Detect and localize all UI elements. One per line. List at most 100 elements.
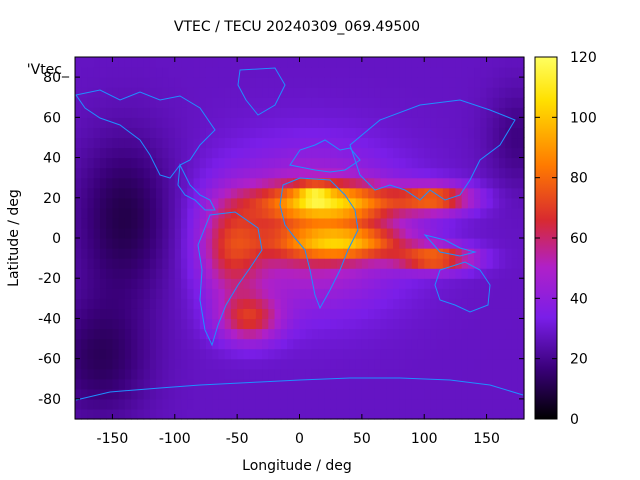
- heatmap-cell: [243, 117, 251, 128]
- heatmap-cell: [436, 408, 444, 420]
- heatmap-cell: [505, 107, 513, 118]
- heatmap-cell: [517, 147, 525, 159]
- heatmap-cell: [480, 398, 488, 410]
- heatmap-cell: [455, 368, 463, 380]
- heatmap-cell: [131, 258, 138, 269]
- heatmap-cell: [237, 398, 244, 410]
- heatmap-cell: [486, 288, 494, 299]
- heatmap-cell: [137, 378, 145, 390]
- heatmap-cell: [399, 157, 407, 169]
- heatmap-cell: [511, 57, 519, 68]
- heatmap-cell: [93, 217, 101, 229]
- heatmap-cell: [230, 268, 238, 279]
- heatmap-cell: [449, 97, 457, 108]
- heatmap-cell: [293, 278, 301, 289]
- heatmap-cell: [87, 308, 95, 320]
- heatmap-cell: [99, 268, 107, 279]
- heatmap-cell: [224, 368, 232, 380]
- heatmap-cell: [474, 97, 481, 108]
- heatmap-cell: [299, 127, 307, 139]
- heatmap-cell: [187, 187, 195, 199]
- heatmap-cell: [249, 358, 257, 370]
- heatmap-cell: [324, 378, 332, 390]
- heatmap-cell: [137, 117, 145, 128]
- heatmap-cell: [168, 177, 176, 189]
- heatmap-cell: [162, 207, 170, 219]
- heatmap-cell: [361, 147, 369, 159]
- heatmap-cell: [311, 248, 319, 259]
- heatmap-cell: [287, 57, 294, 68]
- heatmap-cell: [162, 137, 170, 149]
- heatmap-cell: [193, 348, 201, 360]
- heatmap-cell: [87, 258, 95, 269]
- heatmap-cell: [305, 248, 313, 259]
- heatmap-cell: [374, 388, 382, 400]
- heatmap-cell: [162, 217, 170, 229]
- heatmap-cell: [393, 328, 400, 340]
- heatmap-cell: [393, 117, 400, 128]
- heatmap-cell: [305, 398, 313, 410]
- heatmap-cell: [212, 127, 220, 139]
- heatmap-cell: [424, 248, 432, 259]
- heatmap-cell: [93, 137, 101, 149]
- heatmap-cell: [131, 318, 138, 330]
- heatmap-cell: [124, 87, 132, 98]
- heatmap-cell: [156, 107, 163, 118]
- heatmap-cell: [199, 408, 207, 420]
- heatmap-cell: [461, 358, 469, 370]
- heatmap-cell: [168, 217, 176, 229]
- heatmap-cell: [393, 408, 400, 420]
- heatmap-cell: [262, 278, 269, 289]
- heatmap-cell: [480, 197, 488, 209]
- heatmap-cell: [156, 227, 163, 239]
- heatmap-cell: [299, 318, 307, 330]
- heatmap-cell: [343, 57, 350, 68]
- heatmap-cell: [349, 258, 357, 269]
- heatmap-cell: [399, 318, 407, 330]
- heatmap-cell: [193, 358, 201, 370]
- heatmap-cell: [112, 197, 120, 209]
- heatmap-cell: [417, 227, 425, 239]
- heatmap-cell: [361, 408, 369, 420]
- heatmap-cell: [280, 318, 288, 330]
- heatmap-cell: [149, 107, 157, 118]
- heatmap-cell: [442, 288, 450, 299]
- heatmap-cell: [93, 77, 101, 88]
- heatmap-cell: [118, 167, 126, 179]
- heatmap-cell: [162, 87, 170, 98]
- heatmap-cell: [137, 298, 145, 309]
- x-tick-label: -100: [159, 431, 191, 447]
- heatmap-cell: [343, 268, 350, 279]
- heatmap-cell: [461, 157, 469, 169]
- heatmap-cell: [455, 318, 463, 330]
- heatmap-cell: [461, 328, 469, 340]
- heatmap-cell: [205, 398, 213, 410]
- heatmap-cell: [280, 67, 288, 78]
- heatmap-cell: [505, 318, 513, 330]
- heatmap-cell: [168, 57, 176, 68]
- heatmap-cell: [511, 288, 519, 299]
- coastline-africa: [279, 177, 359, 310]
- heatmap-cell: [174, 97, 182, 108]
- heatmap-cell: [299, 288, 307, 299]
- heatmap-cell: [112, 87, 120, 98]
- heatmap-cell: [118, 197, 126, 209]
- heatmap-cell: [118, 177, 126, 189]
- heatmap-cell: [449, 238, 457, 249]
- heatmap-cell: [187, 57, 195, 68]
- heatmap-cell: [318, 77, 326, 88]
- heatmap-cell: [199, 177, 207, 189]
- heatmap-cell: [205, 87, 213, 98]
- heatmap-cell: [380, 57, 388, 68]
- heatmap-cell: [268, 348, 276, 360]
- heatmap-cell: [118, 137, 126, 149]
- heatmap-cell: [156, 348, 163, 360]
- heatmap-cell: [480, 87, 488, 98]
- heatmap-cell: [405, 87, 413, 98]
- heatmap-cell: [274, 177, 282, 189]
- heatmap-cell: [299, 67, 307, 78]
- heatmap-cell: [187, 67, 195, 78]
- heatmap-cell: [417, 388, 425, 400]
- heatmap-cell: [305, 378, 313, 390]
- heatmap-cell: [81, 167, 89, 179]
